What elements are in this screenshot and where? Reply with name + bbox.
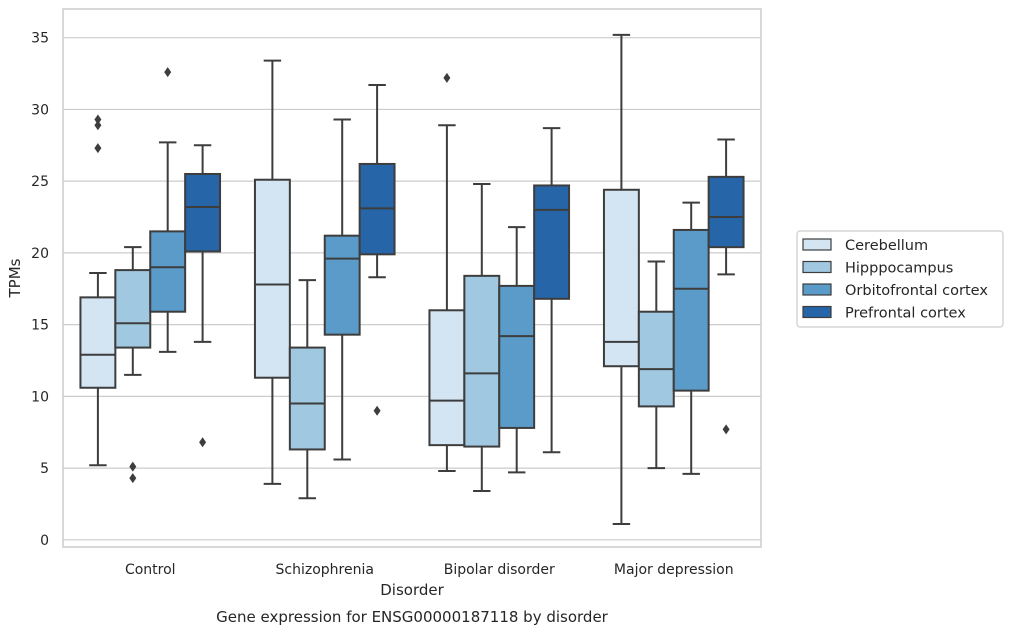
legend: Cerebellum Hipppocampus Orbitofrontal cort… bbox=[796, 230, 1004, 328]
box bbox=[707, 175, 745, 249]
box bbox=[672, 228, 710, 392]
legend-label: Cerebellum bbox=[845, 238, 928, 254]
outlier-point bbox=[373, 405, 381, 416]
box-group bbox=[498, 226, 536, 474]
box-group bbox=[463, 183, 501, 493]
legend-swatch bbox=[802, 260, 832, 274]
box-group bbox=[533, 127, 571, 454]
box bbox=[533, 184, 571, 300]
box bbox=[253, 178, 291, 379]
legend-swatch bbox=[802, 283, 832, 296]
box bbox=[79, 296, 117, 389]
legend-label: Prefrontal cortex bbox=[845, 306, 966, 322]
x-axis-label: Disorder bbox=[380, 581, 444, 599]
outlier-point bbox=[199, 437, 207, 448]
y-tick-label: 10 bbox=[31, 389, 49, 405]
box bbox=[288, 346, 326, 451]
outlier-point bbox=[94, 143, 102, 154]
box bbox=[498, 284, 536, 429]
x-tick-label: Schizophrenia bbox=[276, 562, 374, 578]
box bbox=[602, 188, 640, 368]
box-group bbox=[149, 67, 187, 353]
box bbox=[149, 230, 187, 313]
figure-caption: Gene expression for ENSG00000187118 by d… bbox=[216, 608, 609, 626]
y-tick-label: 25 bbox=[31, 174, 49, 190]
box bbox=[323, 234, 361, 336]
legend-label: Hipppocampus bbox=[845, 261, 953, 277]
box-group bbox=[323, 118, 361, 461]
plot-frame bbox=[62, 8, 762, 548]
legend-frame bbox=[796, 230, 1004, 328]
box bbox=[114, 269, 152, 349]
outlier-point bbox=[94, 114, 102, 125]
plot-boxes bbox=[79, 33, 745, 526]
x-tick-label: Bipolar disorder bbox=[444, 562, 555, 578]
legend-swatch bbox=[802, 238, 832, 251]
box bbox=[428, 309, 466, 447]
box-group bbox=[707, 138, 745, 435]
y-axis-label: TPMs bbox=[6, 258, 24, 298]
legend-label: Orbitofrontal cortex bbox=[845, 283, 988, 299]
x-tick-label: Major depression bbox=[614, 562, 734, 578]
box-group bbox=[602, 33, 640, 526]
box-group bbox=[672, 201, 710, 475]
outlier-point bbox=[443, 72, 451, 83]
box bbox=[637, 310, 675, 408]
outlier-point bbox=[129, 461, 137, 472]
y-tick-label: 35 bbox=[31, 31, 49, 47]
x-tick-labels: Control Schizophrenia Bipolar disorder Majo… bbox=[125, 562, 734, 578]
x-tick-label: Control bbox=[125, 562, 176, 578]
y-tick-label: 0 bbox=[40, 533, 49, 549]
y-tick-labels: 0 5 10 15 20 25 30 35 bbox=[31, 31, 49, 549]
y-tick-label: 15 bbox=[31, 318, 49, 334]
box bbox=[463, 274, 501, 448]
box-group bbox=[358, 84, 396, 416]
outlier-point bbox=[722, 424, 730, 435]
y-tick-label: 20 bbox=[31, 246, 49, 262]
outlier-point bbox=[94, 120, 102, 131]
box-group bbox=[428, 72, 466, 472]
box-group bbox=[253, 59, 291, 485]
outlier-point bbox=[164, 67, 172, 78]
y-tick-label: 5 bbox=[40, 461, 49, 477]
box-group bbox=[114, 246, 152, 484]
y-tick-label: 30 bbox=[31, 102, 49, 118]
box-group bbox=[184, 144, 222, 448]
box-group bbox=[288, 279, 326, 500]
box bbox=[184, 172, 222, 253]
legend-swatch bbox=[802, 305, 832, 319]
box-group bbox=[79, 114, 117, 467]
box-group bbox=[637, 260, 675, 470]
outlier-point bbox=[129, 473, 137, 484]
